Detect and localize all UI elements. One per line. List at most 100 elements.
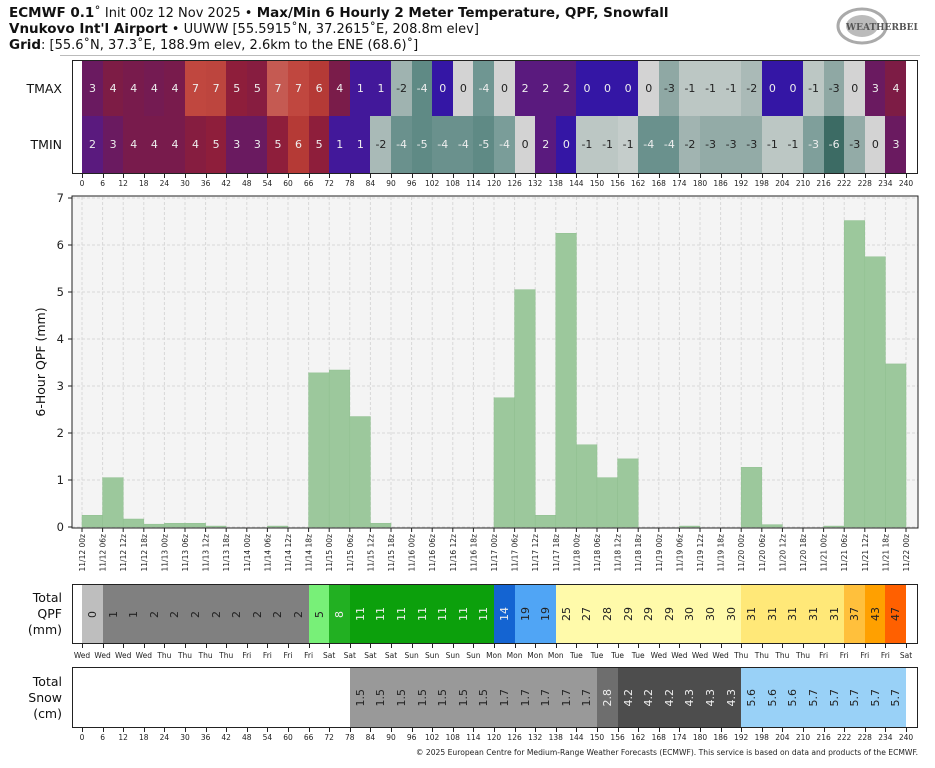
day-label: Tue — [631, 651, 645, 660]
total-snow-cell: 1.7 — [576, 668, 598, 727]
tmin-cell: -6 — [823, 116, 845, 173]
hour-tick-label: 186 — [713, 179, 728, 188]
hour-tick-label: 66 — [303, 179, 314, 188]
x-tick-label: 11/13 12z — [202, 534, 211, 572]
total-qpf-cell: 31 — [823, 585, 845, 643]
total-qpf-cell: 11 — [349, 585, 371, 643]
hour-tick-label: 18 — [139, 733, 149, 742]
x-tick-label: 11/21 18z — [881, 534, 890, 572]
qpf-bar — [349, 416, 371, 528]
day-label: Wed — [650, 651, 667, 660]
qpf-bar — [205, 525, 227, 528]
x-tick-label: 11/15 06z — [346, 534, 355, 572]
tmax-cell: 4 — [329, 61, 351, 117]
tmax-cell: 0 — [844, 61, 866, 117]
total-snow-cell — [102, 668, 124, 727]
x-tick-label: 11/18 06z — [593, 534, 602, 572]
hour-tick — [638, 728, 640, 732]
hour-tick-label: 234 — [878, 733, 893, 742]
total-qpf-value: 11 — [477, 607, 491, 621]
tmax-cell: -4 — [473, 61, 495, 117]
tmin-cell: -1 — [782, 116, 804, 173]
hour-tick-label: 144 — [569, 179, 584, 188]
x-tick-label: 11/17 00z — [490, 534, 499, 572]
total-qpf-cell: 19 — [535, 585, 557, 643]
day-label: Fri — [839, 651, 849, 660]
tmax-cell: 0 — [638, 61, 660, 117]
hour-tick — [185, 174, 186, 178]
tmax-cell: 4 — [102, 61, 124, 117]
x-tick-label: 11/13 00z — [160, 534, 169, 572]
tmin-cell: -5 — [411, 116, 433, 173]
total-snow-value: 4.2 — [642, 688, 656, 707]
hour-tick — [576, 174, 578, 178]
total-snow-cell — [246, 668, 268, 727]
total-snow-value: 1.5 — [477, 688, 491, 707]
total-qpf-value: 29 — [621, 607, 635, 621]
total-qpf-cell: 5 — [308, 585, 330, 643]
total-snow-value: 5.7 — [868, 688, 882, 707]
total-snow-value: 5.6 — [765, 688, 779, 707]
total-qpf-cell: 31 — [761, 585, 783, 643]
qpf-bar — [885, 363, 907, 528]
x-tick-label: 11/14 00z — [243, 534, 252, 572]
x-tick-label: 11/13 06z — [181, 534, 190, 572]
total-qpf-value: 8 — [333, 610, 347, 618]
day-label: Wed — [94, 651, 111, 660]
day-label: Sun — [425, 651, 440, 660]
hour-tick — [658, 728, 660, 732]
total-qpf-label: Total QPF (mm) — [27, 590, 62, 637]
total-qpf-value: 29 — [642, 607, 656, 621]
hour-tick — [885, 728, 887, 732]
day-tick — [514, 644, 516, 648]
day-tick — [658, 644, 660, 648]
day-tick — [143, 644, 145, 648]
tmin-cell: 6 — [288, 116, 310, 173]
x-tick-label: 11/17 12z — [531, 534, 540, 572]
hour-tick-label: 216 — [816, 733, 831, 742]
total-qpf-value: 31 — [765, 607, 779, 621]
hour-tick-label: 186 — [713, 733, 728, 742]
tmin-cell: -3 — [803, 116, 825, 173]
tmax-cell: -1 — [700, 61, 722, 117]
total-qpf-cell: 2 — [205, 585, 227, 643]
hour-tick — [844, 174, 846, 178]
tmin-cell: -5 — [473, 116, 495, 173]
hour-tick — [288, 174, 289, 178]
tmin-cell: 3 — [246, 116, 268, 173]
total-snow-panel: 1.5 1.5 1.5 1.5 1.5 1.5 1.5 1.7 1.7 1.7 1.7 1.7 2.8 4… — [72, 667, 918, 728]
total-snow-cell: 1.7 — [514, 668, 536, 727]
qpf-bar — [143, 523, 165, 528]
x-tick-label: 11/12 06z — [99, 534, 108, 572]
tmax-cell: 4 — [143, 61, 165, 117]
hour-tick — [679, 728, 681, 732]
hour-tick-label: 156 — [610, 179, 625, 188]
hour-tick-label: 222 — [837, 179, 852, 188]
hour-tick-label: 6 — [100, 179, 105, 188]
hour-tick-label: 162 — [631, 179, 646, 188]
hour-tick-label: 78 — [345, 179, 355, 188]
hour-tick-label: 126 — [507, 733, 522, 742]
total-qpf-cell: 30 — [720, 585, 742, 643]
hour-tick-label: 180 — [692, 179, 708, 188]
hour-tick — [803, 728, 804, 732]
total-snow-value: 4.3 — [683, 688, 697, 707]
hour-tick — [308, 728, 310, 732]
total-snow-value: 5.6 — [745, 688, 759, 707]
day-label: Mon — [527, 651, 544, 660]
day-tick — [844, 644, 846, 648]
tmin-cell: -3 — [844, 116, 866, 173]
day-label: Wed — [73, 651, 91, 660]
tmin-cell: 1 — [329, 116, 351, 173]
hour-tick-label: 24 — [159, 733, 170, 742]
tmin-cell: -4 — [638, 116, 660, 173]
tmax-cell: -2 — [391, 61, 413, 117]
total-snow-value: 1.7 — [498, 688, 512, 707]
hour-tick — [370, 728, 372, 732]
x-tick-label: 11/13 18z — [222, 534, 231, 572]
day-label: Thu — [198, 651, 213, 660]
qpf-bar — [596, 477, 618, 528]
x-tick-label: 11/14 12z — [284, 534, 293, 572]
day-label: Fri — [880, 651, 890, 660]
x-tick-label: 11/16 12z — [449, 534, 458, 572]
